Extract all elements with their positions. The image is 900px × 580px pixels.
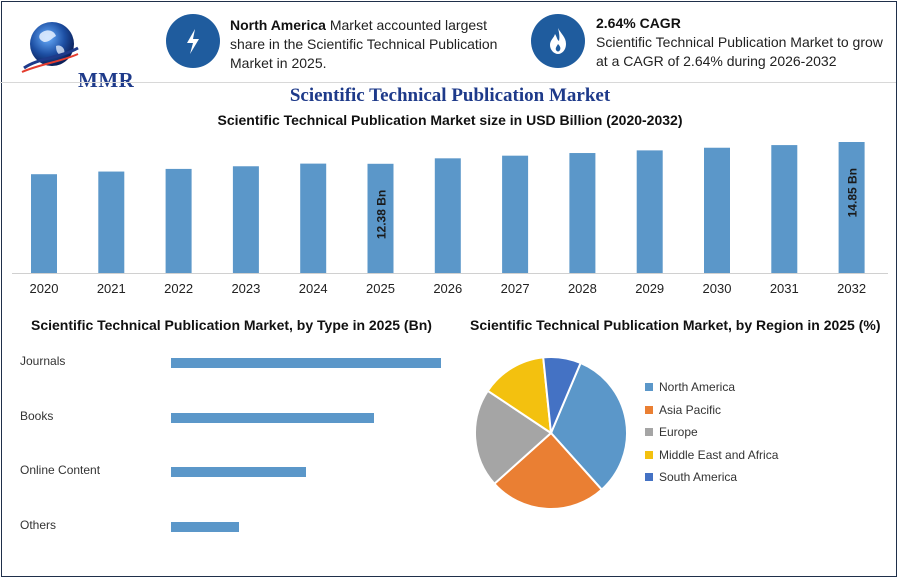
tick-label-2025: 2025 bbox=[366, 281, 395, 296]
bar-2025 bbox=[367, 163, 394, 273]
type-label-journals: Journals bbox=[20, 354, 66, 368]
tick-label-2024: 2024 bbox=[299, 281, 328, 296]
bar-2020 bbox=[31, 174, 57, 273]
type-bar-others bbox=[171, 521, 239, 532]
page-title: Scientific Technical Publication Market bbox=[289, 85, 611, 106]
pie-slice-europe bbox=[474, 389, 553, 486]
region-pie-chart bbox=[474, 356, 628, 510]
legend-swatch-europe bbox=[645, 428, 653, 436]
mmr-logo: MMR bbox=[20, 18, 140, 92]
pie-slice-middle-east-and-africa bbox=[486, 356, 553, 436]
type-label-others: Others bbox=[20, 517, 57, 532]
bar-2026 bbox=[434, 158, 461, 273]
type-chart-title: Scientific Technical Publication Market,… bbox=[31, 317, 432, 333]
info-cagr-text: Scientific Technical Publication Market … bbox=[596, 34, 883, 69]
tick-label-2031: 2031 bbox=[770, 281, 799, 296]
header-divider bbox=[0, 82, 896, 83]
market-size-bar-chart: 2020 2021 2022 2023 2024 2025 12.38 Bn 2026 2027… bbox=[12, 142, 888, 296]
tick-label-2027: 2027 bbox=[501, 281, 530, 296]
legend-swatch-north-america bbox=[645, 383, 653, 391]
tick-label-2029: 2029 bbox=[635, 281, 664, 296]
bar-2031 bbox=[771, 145, 798, 273]
info-cagr: 2.64% CAGR Scientific Technical Publicat… bbox=[596, 14, 891, 71]
bar-2027 bbox=[502, 155, 529, 273]
legend-label-europe: Europe bbox=[659, 425, 698, 439]
legend-label-middle-east-and-africa: Middle East and Africa bbox=[659, 447, 779, 462]
legend-swatch-south-america bbox=[645, 473, 653, 481]
tick-label-2032: 2032 bbox=[837, 281, 866, 296]
bar-2032 bbox=[838, 142, 865, 273]
legend-label-north-america: North America bbox=[659, 380, 736, 394]
legend-swatch-asia-pacific bbox=[645, 405, 653, 414]
info-north-america-text: Market accounted largest share in the Sc… bbox=[230, 17, 498, 71]
info-cagr-bold: 2.64% CAGR bbox=[596, 15, 681, 31]
globe-icon bbox=[21, 22, 79, 73]
bar-2023 bbox=[232, 166, 259, 273]
info-north-america: North America Market accounted largest s… bbox=[230, 16, 502, 73]
tick-label-2026: 2026 bbox=[433, 281, 462, 296]
flame-icon bbox=[531, 14, 585, 68]
lightning-icon bbox=[166, 14, 220, 68]
bar-2030 bbox=[704, 147, 730, 273]
tick-label-2022: 2022 bbox=[164, 281, 193, 296]
pie-slice-north-america bbox=[549, 361, 628, 491]
type-label-online-content: Online Content bbox=[20, 463, 101, 477]
bar-chart-title: Scientific Technical Publication Market … bbox=[217, 112, 683, 128]
type-bar-books bbox=[171, 412, 374, 423]
data-label-2032: 14.85 Bn bbox=[846, 168, 860, 217]
type-bar-journals bbox=[171, 358, 441, 368]
data-label-2025: 12.38 Bn bbox=[375, 190, 389, 239]
tick-label-2021: 2021 bbox=[97, 281, 126, 296]
info-north-america-bold: North America bbox=[230, 17, 326, 33]
pie-slice-south-america bbox=[542, 356, 582, 434]
tick-label-2023: 2023 bbox=[231, 281, 260, 296]
legend-label-asia-pacific: Asia Pacific bbox=[659, 402, 722, 417]
tick-label-2028: 2028 bbox=[568, 281, 597, 296]
type-bar-online-content bbox=[171, 467, 306, 477]
pie-slice-asia-pacific bbox=[493, 431, 604, 510]
legend-label-south-america: South America bbox=[659, 470, 738, 484]
bar-2024 bbox=[300, 163, 327, 273]
bar-2021 bbox=[98, 171, 125, 273]
type-label-books: Books bbox=[20, 408, 54, 423]
tick-label-2020: 2020 bbox=[30, 281, 59, 296]
region-chart-title: Scientific Technical Publication Market,… bbox=[470, 317, 881, 333]
bar-2029 bbox=[636, 150, 663, 273]
tick-label-2030: 2030 bbox=[703, 281, 732, 296]
legend-swatch-middle-east-and-africa bbox=[645, 450, 653, 459]
bar-2022 bbox=[165, 168, 192, 273]
bar-2028 bbox=[569, 153, 596, 273]
logo-text: MMR bbox=[78, 68, 135, 92]
